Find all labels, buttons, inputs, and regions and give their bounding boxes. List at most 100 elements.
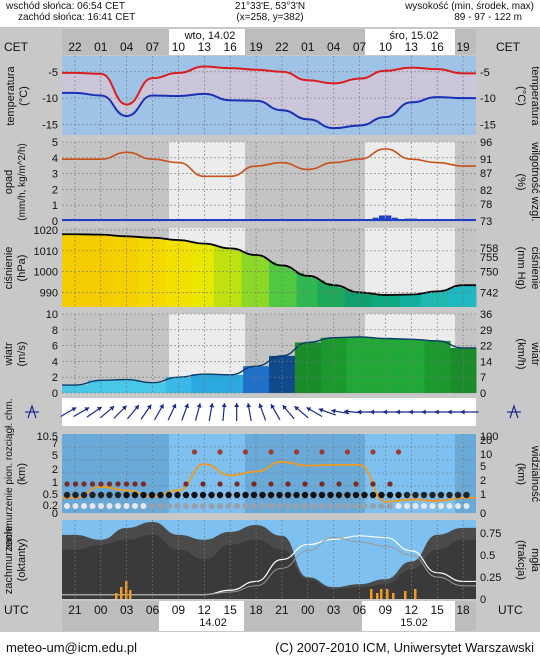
- visibility-tick: 1: [480, 489, 486, 501]
- pressure-fill-strip: [179, 240, 187, 307]
- humidity-unit: (%): [515, 173, 527, 190]
- precipitation-night-shading: [62, 142, 476, 221]
- pressure-tick-right: 755: [480, 252, 498, 264]
- pressure-fill-strip: [469, 285, 477, 307]
- wind-arrow-head: [382, 409, 387, 415]
- pressure-fill-strip: [89, 234, 97, 307]
- wind-grid: [62, 313, 476, 394]
- wind-arrow: [318, 407, 336, 416]
- footer-background: [0, 632, 540, 660]
- cloud-dot-low: [336, 503, 342, 509]
- wind-arrow-head: [97, 406, 102, 412]
- pressure-fill-strip: [241, 252, 249, 307]
- temp-tick-right: -15: [480, 119, 496, 131]
- cloud-extent-tick: 0.5: [43, 489, 58, 501]
- cloud-dot-low: [438, 503, 444, 509]
- cloud-dot-mid: [148, 491, 156, 499]
- wind-tick-left: 10: [46, 309, 58, 321]
- top-hour-label: 13: [198, 40, 212, 54]
- visibility-ylabel: widzialność: [529, 445, 540, 503]
- cloud-dot-mid: [89, 491, 96, 499]
- bottom-hour-label: 21: [275, 603, 289, 617]
- pressure-ylabel-right: ciśnienie: [529, 247, 540, 290]
- pressure-fill-strip: [427, 292, 436, 307]
- footer-email[interactable]: meteo-um@icm.edu.pl: [6, 640, 137, 655]
- fog-bar: [120, 587, 123, 599]
- wind-arrow: [331, 408, 350, 415]
- cloud-dot-mid: [233, 491, 241, 499]
- cloud-dot-mid: [420, 491, 428, 499]
- cloud-dot-mid: [259, 491, 266, 499]
- bottom-hour-label: 00: [94, 603, 108, 617]
- top-hour-label: 07: [353, 40, 367, 54]
- cloud-dot-low: [157, 503, 164, 509]
- precipitation-ticks-left: 0 1 2 3 4 5: [52, 137, 58, 228]
- fog-unit: (frakcja): [515, 540, 527, 580]
- cloud-extent-tick: 5: [52, 450, 58, 462]
- cloud-dot-mid: [114, 491, 122, 499]
- cloud-dot-low: [421, 503, 427, 509]
- pressure-fill-strip: [151, 237, 160, 307]
- cloud-dot-low: [89, 503, 96, 509]
- wind-arrow-head: [258, 403, 264, 409]
- cloud-dot-low: [412, 503, 419, 509]
- fog-bar: [370, 589, 373, 599]
- wind-unit-right: (km/h): [515, 338, 527, 369]
- cloud-dot-high: [319, 481, 325, 487]
- pressure-fill-strip: [386, 294, 394, 307]
- pressure-line: [61, 233, 476, 296]
- top-axis-band-night1: [62, 29, 169, 55]
- bottom-hour-label: 06: [353, 603, 367, 617]
- wind-tick-left: 4: [52, 356, 58, 368]
- wind-arrow: [282, 404, 295, 420]
- precipitation-unit: (mm/h, kg/m^2/h): [17, 143, 28, 220]
- elevation-title: wysokość (min, środek, max): [404, 1, 534, 12]
- fog-bar: [386, 589, 389, 599]
- cloud-dot-high: [183, 481, 189, 487]
- pressure-fill-strip: [296, 272, 304, 307]
- cloud-dot-mid: [284, 491, 292, 499]
- wind-arrow: [258, 403, 267, 421]
- bottom-hour-label: 03: [120, 603, 134, 617]
- cloud-dot-high: [132, 481, 138, 487]
- wind-arrow-head: [344, 409, 349, 415]
- bottom-axis-band-night1: [62, 601, 159, 631]
- pressure-fill-strip: [462, 285, 470, 307]
- cloud-dot-high: [251, 481, 257, 487]
- day2-bottom-label: 15.02: [400, 617, 428, 629]
- pressure-fill-strip: [213, 245, 222, 307]
- pressure-fill-strip: [282, 267, 291, 307]
- cloud-layer-dots: [63, 449, 470, 509]
- wind-arrow-head: [294, 406, 300, 411]
- cloud-dot-low: [344, 503, 351, 509]
- cloud-dot-mid: [106, 491, 113, 499]
- night-band: [62, 142, 169, 221]
- compass-rose-left-icon: [25, 404, 39, 419]
- top-time-axis: wto, 14.02 śro, 15.02 22 01 04 07 10 13 16 19 22…: [62, 29, 476, 55]
- humidity-ticks-right: 73 78 82 87 91 96: [480, 137, 492, 228]
- pressure-fill-strip: [144, 237, 153, 307]
- wind-arrow-head: [357, 409, 362, 415]
- cloud-dot-low: [72, 503, 79, 509]
- wind-arrow: [167, 403, 177, 421]
- wind-arrow: [460, 409, 479, 415]
- cloud-extent-tick: 1: [52, 477, 58, 489]
- cloud-dot-low: [191, 503, 198, 509]
- wind-arrow-head: [196, 403, 202, 408]
- night-band: [455, 434, 476, 513]
- pressure-fill-strip: [200, 243, 208, 307]
- cloud-dot-low: [225, 503, 232, 509]
- wind-arrow-head: [395, 409, 400, 415]
- temperature-max-line: [62, 65, 476, 106]
- wind-tick-left: 2: [52, 372, 58, 384]
- cloud-dot-mid: [463, 491, 470, 499]
- humidity-tick-right: 73: [480, 216, 492, 228]
- cloud-dot-low: [446, 503, 453, 509]
- temperature-ticks-left: -5 -10 -15: [42, 67, 58, 132]
- precip-tick-left: 5: [52, 137, 58, 149]
- pressure-fill-strip: [455, 286, 463, 307]
- cloud-dot-low: [327, 503, 334, 509]
- precip-tick-left: 1: [52, 200, 58, 212]
- pressure-fill-strip: [117, 235, 125, 307]
